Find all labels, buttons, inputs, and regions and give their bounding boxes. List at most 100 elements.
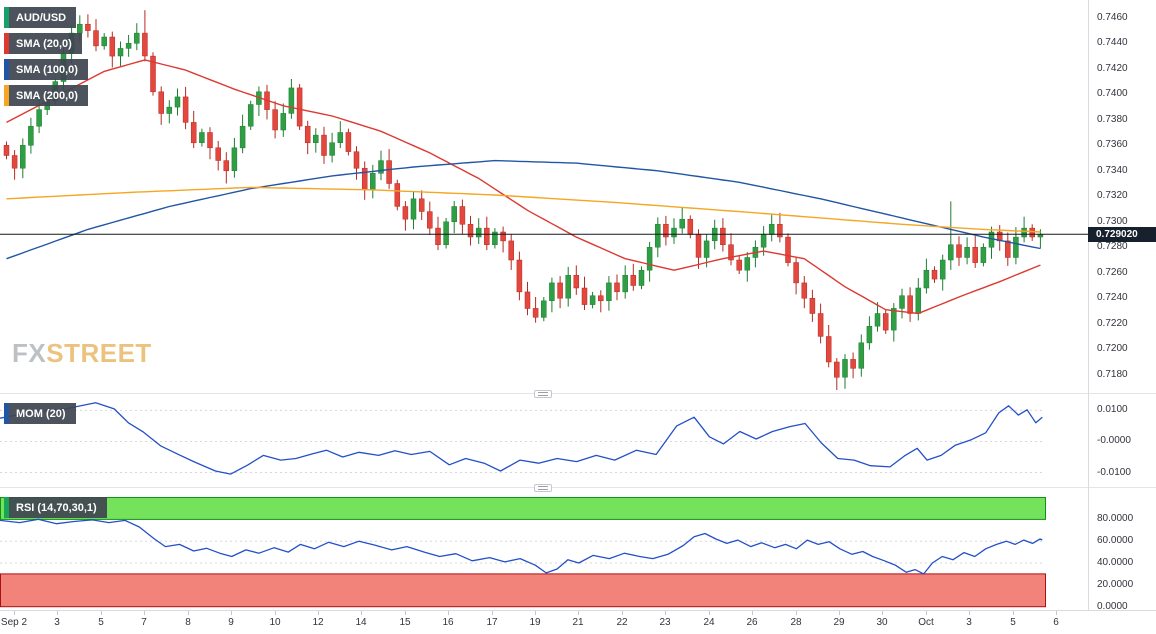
x-axis-tick-mark — [1056, 611, 1057, 615]
x-axis-tick-label: 10 — [269, 617, 281, 628]
x-axis-tick-label: 8 — [185, 617, 191, 628]
x-axis-tick-label: 9 — [228, 617, 234, 628]
x-axis-tick-mark — [361, 611, 362, 615]
x-axis-tick-mark — [882, 611, 883, 615]
x-axis-tick-label: 29 — [833, 617, 845, 628]
x-axis-tick-label: 14 — [355, 617, 367, 628]
y-axis-tick-label: 0.7200 — [1097, 343, 1128, 354]
y-axis-tick-label: 0.7440 — [1097, 37, 1128, 48]
x-axis-tick-mark — [665, 611, 666, 615]
x-axis-tick-label: Sep 2 — [0, 617, 28, 628]
y-axis-tick-label: 0.0100 — [1097, 404, 1128, 415]
x-axis-tick-label: 3 — [966, 617, 972, 628]
x-axis-tick-label: 12 — [312, 617, 324, 628]
legend-color-swatch — [4, 33, 9, 54]
price-axis[interactable]: 0.7460 0.7440 0.7420 0.7400 0.7380 0.7360 0.73… — [1088, 0, 1156, 612]
x-axis-tick-label: 5 — [98, 617, 104, 628]
x-axis-tick-mark — [144, 611, 145, 615]
x-axis-tick-label: 28 — [790, 617, 802, 628]
legend-label: AUD/USD — [16, 11, 67, 24]
x-axis-tick-label: 19 — [529, 617, 541, 628]
legend-sma-100[interactable]: SMA (100,0) — [4, 59, 88, 80]
y-axis-tick-label: 0.0000 — [1097, 601, 1128, 612]
y-axis-tick-label: 80.0000 — [1097, 513, 1134, 524]
x-axis-tick-mark — [752, 611, 753, 615]
x-axis-tick-label: 24 — [703, 617, 715, 628]
rsi-chart[interactable] — [0, 492, 1088, 610]
y-axis-tick-label: 0.7460 — [1097, 12, 1128, 23]
fxstreet-watermark: FXSTREET — [12, 338, 152, 369]
x-axis-tick-label: 21 — [572, 617, 584, 628]
y-axis-tick-label: 0.7280 — [1097, 241, 1128, 252]
x-axis-tick-mark — [578, 611, 579, 615]
x-axis-tick-mark — [926, 611, 927, 615]
x-axis-tick-label: 26 — [746, 617, 758, 628]
x-axis-tick-mark — [1013, 611, 1014, 615]
time-axis[interactable]: Sep 2 3 5 7 8 9 10 12 14 15 16 17 19 21 22 23 24 26 28 29 30… — [0, 610, 1156, 634]
y-axis-tick-label: 0.7360 — [1097, 139, 1128, 150]
x-axis-tick-label: 7 — [141, 617, 147, 628]
y-axis-tick-label: -0.0000 — [1097, 435, 1131, 446]
x-axis-tick-label: 22 — [616, 617, 628, 628]
x-axis-tick-label: 3 — [54, 617, 60, 628]
panel-resize-handle[interactable] — [534, 390, 552, 398]
legend-color-swatch — [4, 7, 9, 28]
rsi-panel[interactable] — [0, 492, 1088, 610]
legend-sma-200[interactable]: SMA (200,0) — [4, 85, 88, 106]
y-axis-tick-label: 0.7380 — [1097, 114, 1128, 125]
x-axis-tick-mark — [101, 611, 102, 615]
x-axis-tick-mark — [709, 611, 710, 615]
last-price-label: 0.729020 — [1088, 227, 1156, 242]
y-axis-tick-label: 0.7180 — [1097, 369, 1128, 380]
legend-sma-20[interactable]: SMA (20,0) — [4, 33, 82, 54]
x-axis-tick-mark — [535, 611, 536, 615]
x-axis-tick-label: 6 — [1053, 617, 1059, 628]
y-axis-tick-label: 60.0000 — [1097, 535, 1134, 546]
legend-label: SMA (100,0) — [16, 63, 78, 76]
legend-color-swatch — [4, 403, 9, 424]
watermark-street: STREET — [46, 338, 152, 368]
y-axis-tick-label: -0.0100 — [1097, 467, 1131, 478]
candlestick-chart[interactable] — [0, 0, 1088, 390]
x-axis-tick-mark — [622, 611, 623, 615]
panel-separator — [0, 487, 1156, 488]
legend-label: RSI (14,70,30,1) — [16, 501, 97, 514]
x-axis-tick-mark — [231, 611, 232, 615]
legend-color-swatch — [4, 85, 9, 106]
x-axis-tick-mark — [275, 611, 276, 615]
x-axis-tick-mark — [796, 611, 797, 615]
x-axis-tick-mark — [448, 611, 449, 615]
x-axis-tick-mark — [969, 611, 970, 615]
price-chart-panel[interactable] — [0, 0, 1088, 390]
panel-resize-handle[interactable] — [534, 484, 552, 492]
x-axis-tick-label: 17 — [486, 617, 498, 628]
x-axis-tick-mark — [188, 611, 189, 615]
legend-label: MOM (20) — [16, 407, 66, 420]
x-axis-tick-label: 23 — [659, 617, 671, 628]
y-axis-tick-label: 0.7240 — [1097, 292, 1128, 303]
legend-mom[interactable]: MOM (20) — [4, 403, 76, 424]
legend-rsi[interactable]: RSI (14,70,30,1) — [4, 497, 107, 518]
y-axis-tick-label: 0.7260 — [1097, 267, 1128, 278]
legend-label: SMA (20,0) — [16, 37, 72, 50]
momentum-panel[interactable] — [0, 398, 1088, 484]
x-axis-tick-label: 30 — [876, 617, 888, 628]
x-axis-tick-mark — [57, 611, 58, 615]
x-axis-tick-label: Oct — [918, 617, 934, 628]
y-axis-tick-label: 40.0000 — [1097, 557, 1134, 568]
legend-color-swatch — [4, 497, 9, 518]
x-axis-tick-mark — [405, 611, 406, 615]
legend-color-swatch — [4, 59, 9, 80]
y-axis-tick-label: 0.7340 — [1097, 165, 1128, 176]
y-axis-tick-label: 0.7320 — [1097, 190, 1128, 201]
y-axis-tick-label: 0.7220 — [1097, 318, 1128, 329]
x-axis-tick-mark — [492, 611, 493, 615]
panel-separator — [0, 393, 1156, 394]
momentum-chart[interactable] — [0, 398, 1088, 484]
x-axis-tick-label: 16 — [442, 617, 454, 628]
legend-symbol[interactable]: AUD/USD — [4, 7, 77, 28]
y-axis-tick-label: 0.7420 — [1097, 63, 1128, 74]
y-axis-tick-label: 20.0000 — [1097, 579, 1134, 590]
legend-label: SMA (200,0) — [16, 89, 78, 102]
